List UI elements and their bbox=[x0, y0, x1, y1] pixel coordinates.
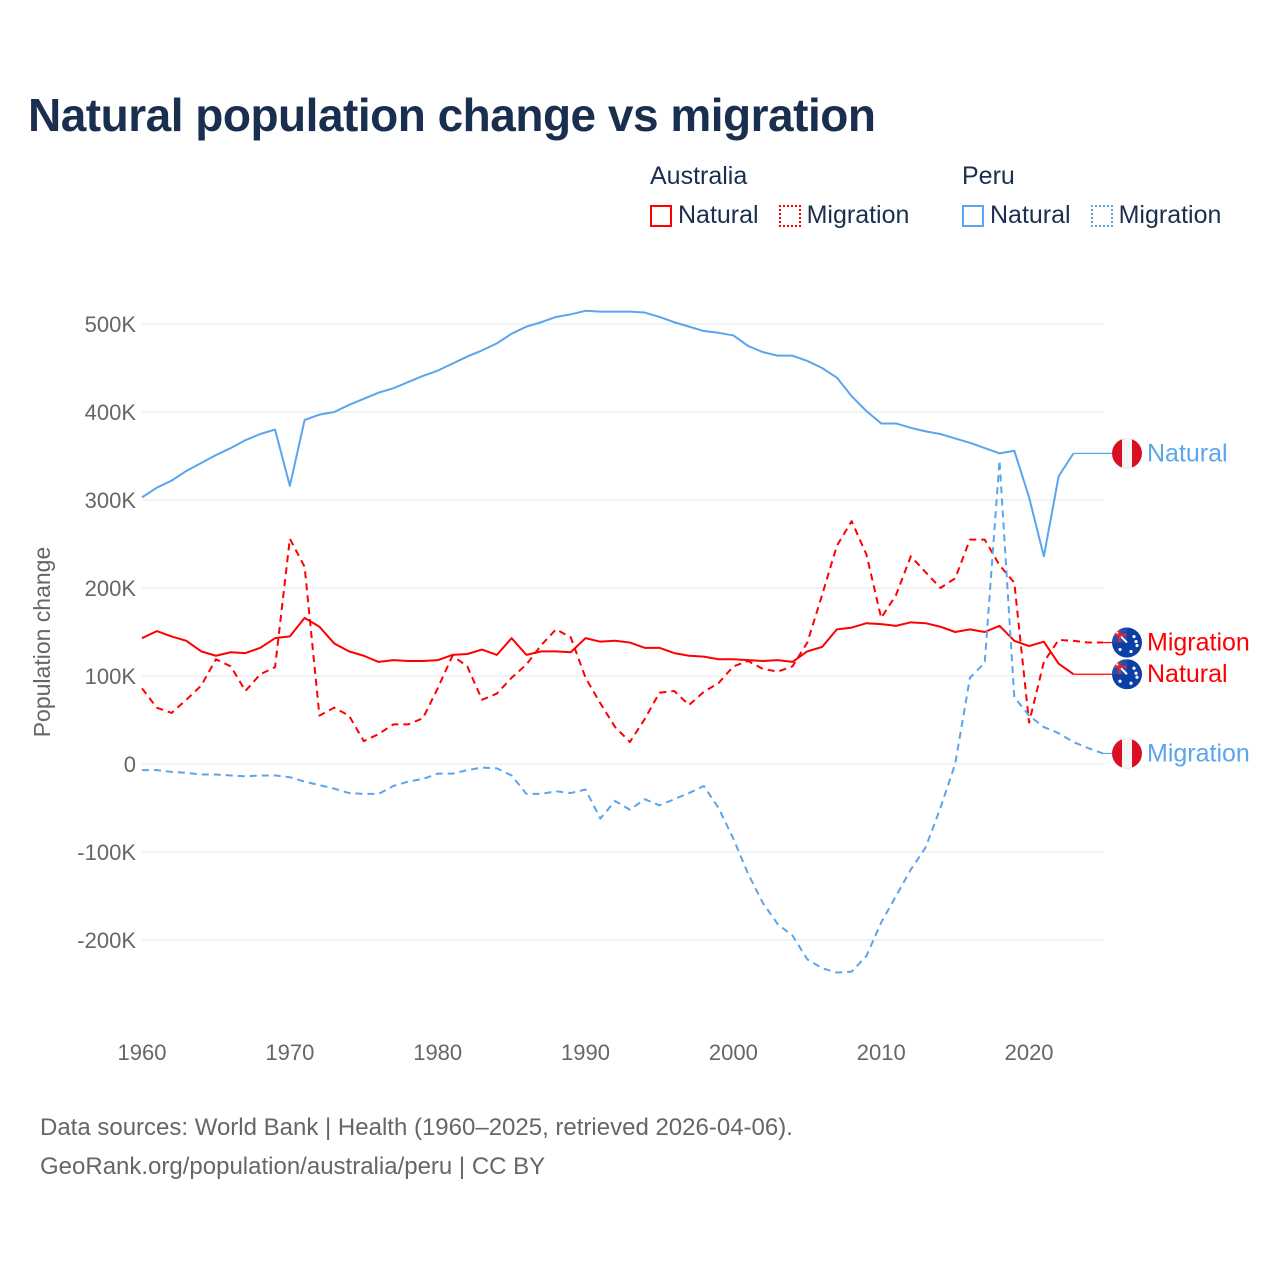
series-end-label: Natural bbox=[1147, 439, 1228, 467]
solid-swatch-icon bbox=[962, 204, 984, 227]
x-tick-label: 2010 bbox=[857, 1040, 906, 1065]
x-tick-label: 1980 bbox=[413, 1040, 462, 1065]
series-line-australia-natural bbox=[141, 616, 1075, 676]
y-tick-label: 400K bbox=[85, 400, 137, 425]
solid-swatch-icon bbox=[650, 204, 672, 227]
y-tick-label: 500K bbox=[85, 312, 137, 337]
legend-item-label: Migration bbox=[806, 201, 910, 229]
legend-item-australia-natural[interactable]: Natural bbox=[650, 201, 759, 230]
x-tick-label: 2000 bbox=[709, 1040, 758, 1065]
legend-group-australia: Australia Natural Migration bbox=[650, 162, 909, 230]
y-tick-label: -100K bbox=[77, 840, 136, 865]
series-line-australia-migration bbox=[141, 520, 1103, 743]
legend-group-peru: Peru Natural Migration bbox=[962, 162, 1221, 230]
legend-group-label: Peru bbox=[962, 162, 1015, 190]
peru-flag-icon bbox=[1112, 738, 1142, 769]
australia-flag-icon bbox=[1112, 627, 1142, 658]
y-tick-label: 200K bbox=[85, 576, 137, 601]
x-tick-label: 1990 bbox=[561, 1040, 610, 1065]
legend-item-australia-migration[interactable]: Migration bbox=[778, 201, 910, 230]
y-tick-label: 100K bbox=[85, 664, 137, 689]
y-tick-label: -200K bbox=[77, 928, 136, 953]
y-tick-label: 300K bbox=[85, 488, 137, 513]
chart-title: Natural population change vs migration bbox=[28, 89, 876, 141]
legend-item-peru-migration[interactable]: Migration bbox=[1090, 201, 1222, 230]
legend-item-label: Migration bbox=[1118, 201, 1222, 229]
legend-item-peru-natural[interactable]: Natural bbox=[962, 201, 1071, 230]
peru-flag-icon bbox=[1112, 438, 1142, 469]
y-tick-label: 0 bbox=[124, 752, 136, 777]
series-line-peru-natural bbox=[141, 309, 1075, 558]
series-end-label: Migration bbox=[1147, 739, 1250, 767]
x-tick-label: 2020 bbox=[1005, 1040, 1054, 1065]
source-link[interactable]: GeoRank.org/population/australia/peru | … bbox=[40, 1153, 546, 1180]
legend-group-label: Australia bbox=[650, 162, 748, 190]
australia-flag-icon bbox=[1112, 659, 1142, 690]
dotted-swatch-icon bbox=[778, 204, 801, 227]
series-line-peru-migration bbox=[142, 459, 1104, 974]
x-tick-label: 1960 bbox=[118, 1040, 167, 1065]
x-tick-label: 1970 bbox=[265, 1040, 314, 1065]
series-end-label: Natural bbox=[1147, 660, 1228, 688]
data-source-note: Data sources: World Bank | Health (1960–… bbox=[40, 1114, 793, 1141]
y-axis-label: Population change bbox=[29, 547, 55, 738]
series-end-label: Migration bbox=[1147, 629, 1250, 657]
dotted-swatch-icon bbox=[1090, 204, 1113, 227]
legend-item-label: Natural bbox=[990, 201, 1071, 229]
footer: Data sources: World Bank | Health (1960–… bbox=[40, 1108, 793, 1186]
legend-item-label: Natural bbox=[678, 201, 759, 229]
